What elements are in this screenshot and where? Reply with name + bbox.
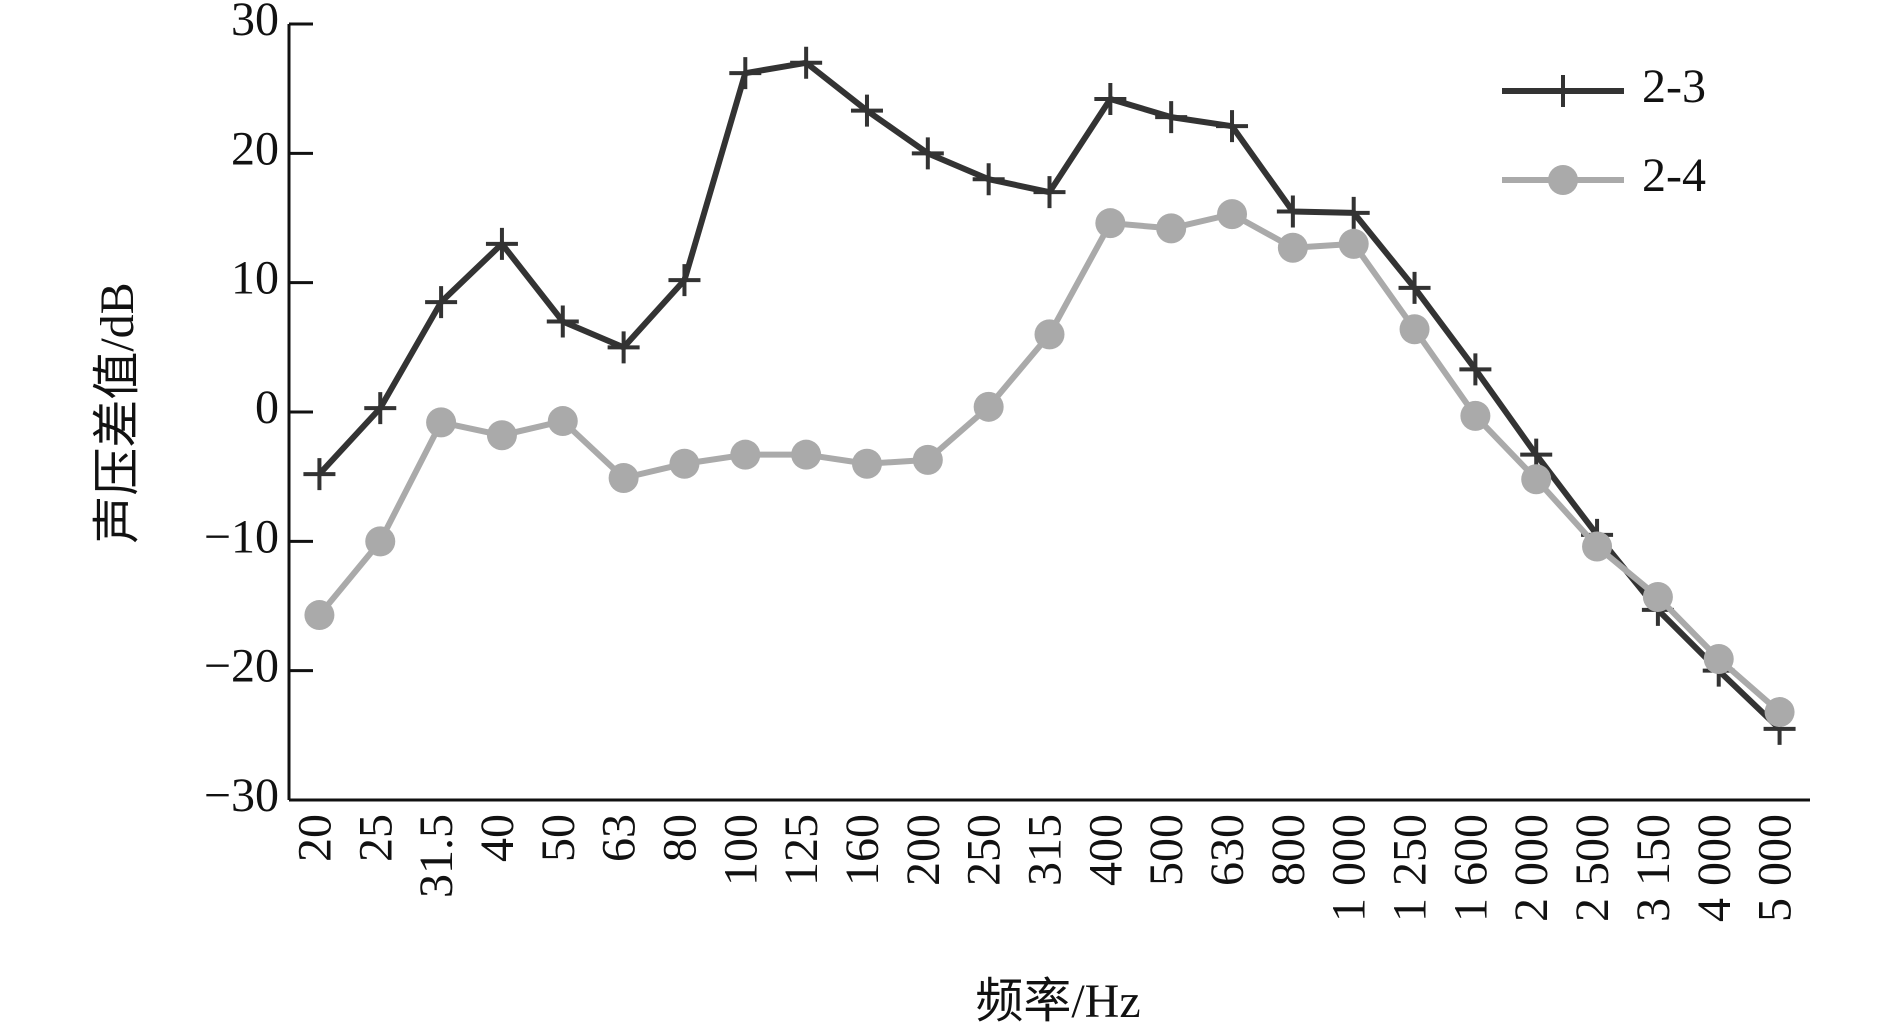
y-tick-label: 30 (231, 0, 279, 46)
y-tick-label: −30 (204, 769, 279, 822)
x-tick-label: 3 150 (1627, 814, 1680, 922)
data-point (1460, 400, 1491, 431)
data-point (303, 458, 336, 491)
data-point (1459, 353, 1492, 386)
x-tick-label: 500 (1140, 814, 1193, 886)
data-point (972, 163, 1005, 196)
x-tick-label: 125 (775, 814, 828, 886)
data-point (1277, 232, 1308, 263)
x-tick-label: 20 (288, 814, 341, 862)
data-point (912, 444, 943, 475)
data-point (911, 137, 944, 170)
data-point (729, 57, 762, 90)
x-tick-label: 40 (471, 814, 524, 862)
data-point (669, 448, 700, 479)
x-tick-label: 80 (653, 814, 706, 862)
data-point (1642, 581, 1673, 612)
data-point (791, 439, 822, 470)
data-point (1217, 199, 1248, 230)
data-point (1703, 644, 1734, 675)
x-tick-label: 100 (714, 814, 767, 886)
series-line (317, 59, 1782, 732)
data-point (485, 227, 518, 260)
data-point (1582, 531, 1613, 562)
x-tick-label: 800 (1262, 814, 1315, 886)
data-point (1216, 110, 1249, 143)
x-tick-label: 2 000 (1505, 814, 1558, 922)
x-tick-label: 1 000 (1323, 814, 1376, 922)
data-point (304, 600, 335, 631)
x-tick-label: 31.5 (410, 814, 463, 898)
x-tick-label: 4 000 (1688, 814, 1741, 922)
x-tick-label: 630 (1201, 814, 1254, 886)
data-point (1399, 314, 1430, 345)
x-tick-label: 315 (1019, 814, 1072, 886)
x-tick-label: 250 (958, 814, 1011, 886)
x-tick-label: 50 (532, 814, 585, 862)
data-point (547, 406, 578, 437)
y-axis-label: 声压差值/dB (91, 282, 144, 543)
x-tick-label: 200 (897, 814, 950, 886)
data-point (546, 305, 579, 338)
data-point (1095, 208, 1126, 239)
y-tick-label: 0 (255, 381, 279, 434)
y-tick-label: −10 (204, 510, 279, 563)
data-point (1338, 228, 1369, 259)
data-point (1398, 271, 1431, 304)
legend-label: 2-3 (1642, 60, 1706, 113)
data-point (1521, 464, 1552, 495)
y-tick-label: 10 (231, 252, 279, 305)
data-point (1094, 83, 1127, 116)
data-point (1156, 213, 1187, 244)
data-point (486, 420, 517, 451)
legend-marker (1547, 75, 1579, 107)
data-point (1033, 176, 1066, 209)
data-point (1764, 697, 1795, 728)
data-point (1155, 101, 1188, 134)
x-tick-label: 400 (1079, 814, 1132, 886)
legend-label: 2-4 (1642, 149, 1706, 202)
x-tick-label: 160 (836, 814, 889, 886)
data-point (364, 392, 397, 425)
data-point (790, 46, 823, 79)
x-tick-label: 1 600 (1444, 814, 1497, 922)
data-point (850, 94, 883, 127)
data-point (425, 286, 458, 319)
x-tick-label: 1 250 (1384, 814, 1437, 922)
data-point (1337, 196, 1370, 229)
y-tick-label: −20 (204, 640, 279, 693)
x-tick-label: 63 (593, 814, 646, 862)
data-point (730, 439, 761, 470)
data-point (607, 331, 640, 364)
legend-marker (1548, 165, 1578, 195)
x-axis-label: 频率/Hz (975, 975, 1140, 1028)
x-tick-label: 25 (349, 814, 402, 862)
data-point (1276, 195, 1309, 228)
x-tick-label: 2 500 (1566, 814, 1619, 922)
data-point (426, 407, 457, 438)
data-point (1034, 319, 1065, 350)
x-tick-label: 5 000 (1749, 814, 1802, 922)
data-point (851, 448, 882, 479)
data-point (608, 462, 639, 493)
data-point (365, 526, 396, 557)
data-point (668, 264, 701, 297)
y-tick-label: 20 (231, 122, 279, 175)
data-point (973, 391, 1004, 422)
